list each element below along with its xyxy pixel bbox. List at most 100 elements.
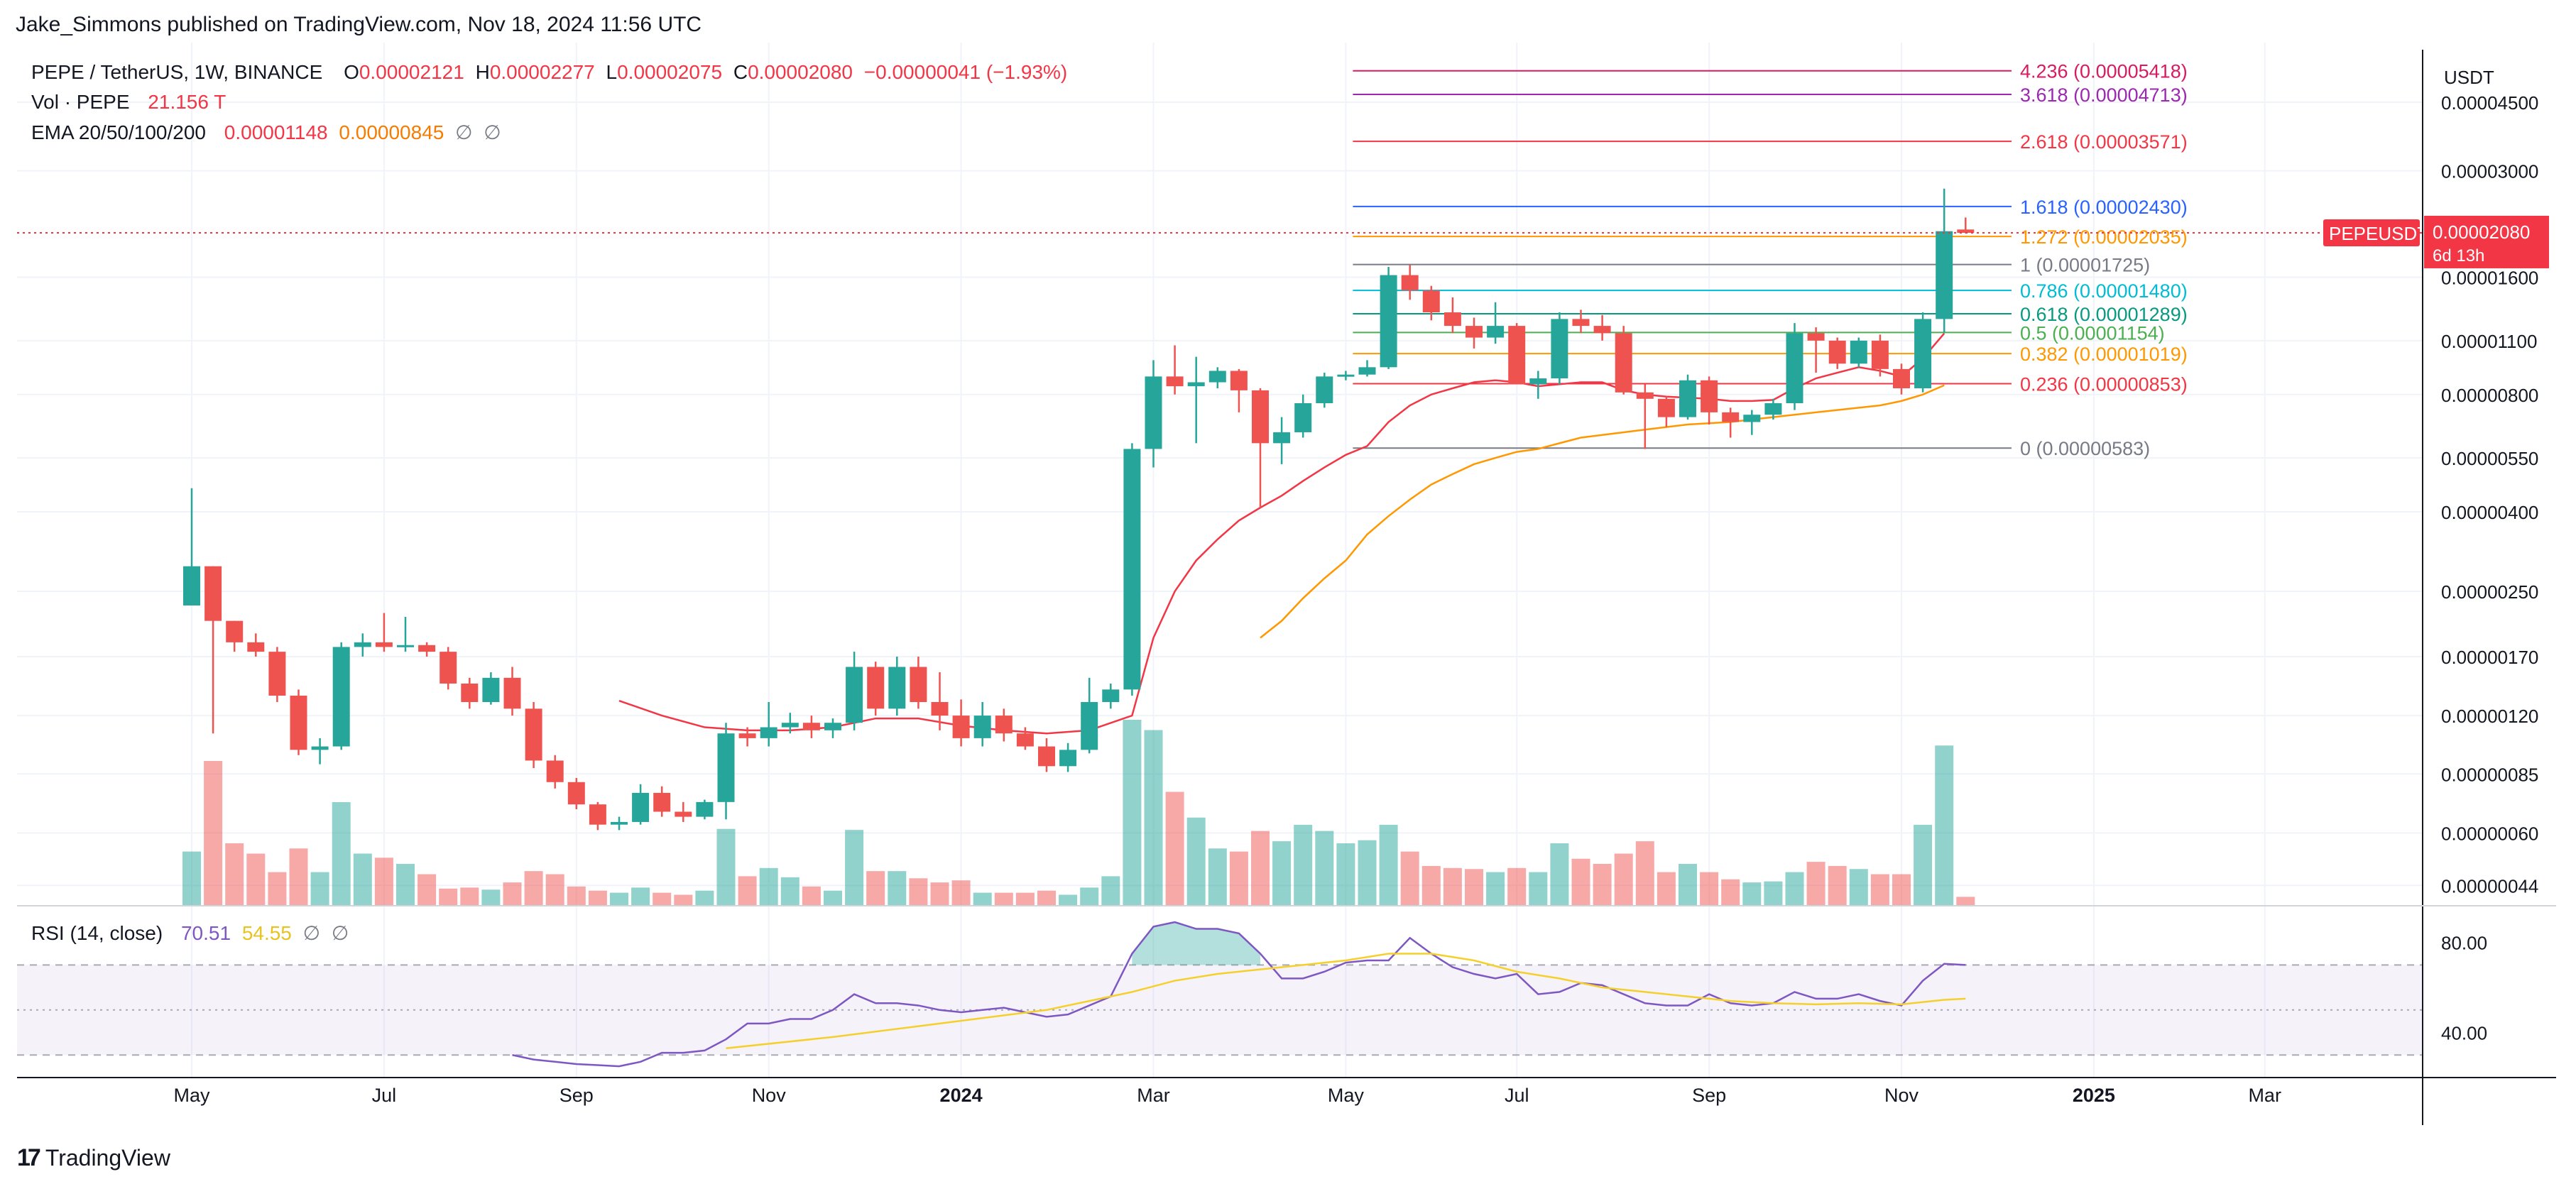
candle-body [781, 723, 799, 728]
price-tick-10: 0.00000085 [2441, 764, 2538, 785]
volume-bar [439, 888, 458, 905]
volume-bar [1679, 864, 1697, 905]
volume-bar [417, 874, 437, 905]
legend-volume: Vol · PEPE 21.156 T [31, 91, 231, 114]
candle-body [418, 645, 436, 652]
candle-body [1380, 275, 1397, 368]
ema-empty-icon: ∅ [455, 121, 473, 143]
candle-body [632, 792, 650, 822]
candle-body [440, 652, 457, 684]
volume-bar [973, 892, 992, 905]
candle-body [1657, 398, 1675, 417]
candle-body [204, 566, 222, 621]
candle-body [867, 667, 885, 709]
tradingview-logo-icon: 17 [17, 1144, 41, 1171]
volume-bar [1229, 851, 1248, 905]
fib-extension-levels[interactable]: 4.236 (0.00005418)3.618 (0.00004713) 2.61… [1353, 61, 2188, 459]
candle-body [1422, 290, 1440, 313]
candle-body [675, 811, 692, 817]
candle-body [1337, 374, 1355, 377]
candle-body [1016, 733, 1034, 747]
volume-bar [374, 857, 393, 905]
fib-label-7: 0.618 (0.00001289) [2020, 304, 2188, 325]
volume-bar [1914, 824, 1933, 905]
volume-bar [588, 890, 607, 905]
volume-bar [994, 892, 1013, 905]
candle-body [1914, 319, 1932, 388]
price-tick-2: 0.00001600 [2441, 268, 2538, 289]
candle-body [931, 701, 949, 716]
candle-body [1059, 750, 1077, 767]
rsi-label[interactable]: RSI (14, close) [31, 922, 163, 944]
candle-body [1893, 368, 1910, 388]
candle-body [1145, 376, 1162, 449]
legend-ema: EMA 20/50/100/200 0.00001148 0.00000845 … [31, 121, 507, 144]
volume-bar [1037, 890, 1056, 905]
legend-close-label: C [733, 61, 748, 83]
volume-bar [353, 853, 372, 905]
candle-body [1102, 689, 1120, 702]
ema-label[interactable]: EMA 20/50/100/200 [31, 121, 206, 143]
volume-bar [396, 864, 415, 905]
candle-body [1529, 378, 1547, 385]
time-tick-5: Mar [1137, 1085, 1170, 1106]
legend-symbol[interactable]: PEPE / TetherUS, 1W, BINANCE [31, 61, 323, 83]
candle-body [1936, 231, 1953, 319]
fib-label-11: 0 (0.00000583) [2020, 438, 2150, 459]
axes: PEPEUSDT USDT 0.00004500 0.00003000 0.000016… [17, 50, 2556, 1125]
volume-bar [1892, 874, 1911, 905]
volume-bar [1336, 843, 1355, 905]
candle-body [1572, 319, 1590, 327]
candle-body [717, 733, 735, 802]
volume-bar [310, 872, 329, 905]
volume-bar [674, 894, 693, 905]
fib-label-0: 4.236 (0.00005418) [2020, 61, 2188, 82]
volume-bar [866, 871, 885, 905]
volume-bar [1144, 730, 1163, 905]
volume-bar [1421, 865, 1441, 905]
candle-body [1038, 746, 1055, 767]
tradingview-footer[interactable]: 17 TradingView [17, 1144, 170, 1172]
price-tick-9: 0.00000120 [2441, 706, 2538, 727]
volume-bar [930, 882, 949, 905]
volume-bar [524, 871, 543, 905]
candle-body [546, 760, 564, 782]
time-tick-9: Nov [1884, 1085, 1919, 1106]
candles[interactable] [183, 188, 1975, 831]
rsi-value: 70.51 [180, 922, 231, 944]
fib-label-5: 1 (0.00001725) [2020, 255, 2150, 276]
ema-slow-line [1260, 384, 1945, 639]
ema-fast-line [618, 332, 1945, 735]
volume-bar [1614, 853, 1633, 905]
volume-label[interactable]: Vol · PEPE [31, 91, 130, 113]
candle-body [1443, 312, 1461, 327]
volume-bar [824, 890, 842, 905]
rsi-tick-0: 80.00 [2441, 933, 2487, 954]
volume-bar [1721, 879, 1740, 905]
volume-bar [1870, 874, 1889, 905]
volume-bar [1400, 851, 1419, 905]
candle-body [375, 642, 393, 647]
candle-body [503, 677, 521, 709]
fib-label-6: 0.786 (0.00001480) [2020, 280, 2188, 302]
price-tick-8: 0.00000170 [2441, 647, 2538, 668]
volume-bar [1700, 872, 1719, 905]
candle-body [1166, 376, 1184, 387]
volume-bar [225, 843, 244, 905]
candle-body [525, 708, 542, 761]
ema-empty-icon-2: ∅ [484, 121, 501, 143]
volume-bar [460, 887, 479, 905]
volume-bar [802, 886, 821, 905]
tradingview-brand: TradingView [45, 1145, 170, 1171]
legend-high-label: H [475, 61, 490, 83]
price-tick-11: 0.00000060 [2441, 823, 2538, 844]
volume-bar [1657, 872, 1676, 905]
candle-body [354, 642, 371, 647]
volume-bar [1828, 865, 1847, 905]
volume-bar [1080, 887, 1099, 905]
candle-body [1273, 432, 1291, 444]
volume-bar [1379, 824, 1398, 905]
volume-bar [1272, 841, 1292, 905]
volume-bar [182, 851, 201, 905]
